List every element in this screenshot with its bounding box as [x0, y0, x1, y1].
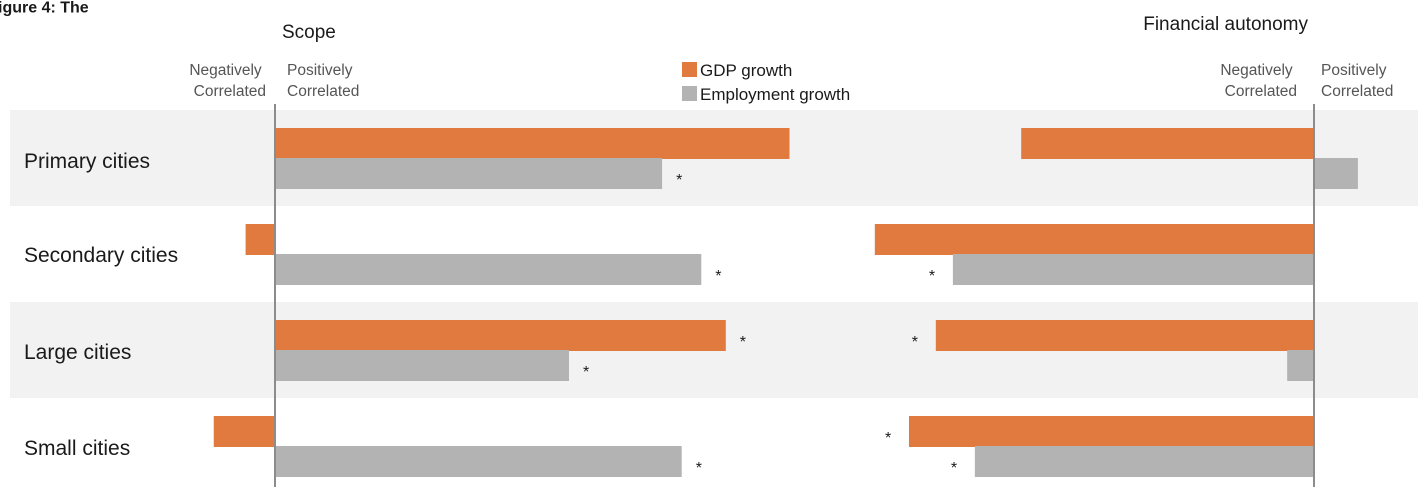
scope-positive-label-line1: Positively: [287, 62, 353, 79]
category-label-small-cities: Small cities: [24, 437, 130, 460]
scope-negative-label: Negatively Correlated: [189, 62, 266, 100]
financial-autonomy-positive-label-line1: Positively: [1321, 62, 1387, 79]
significance-marker-scope-gdp-growth-large-cities: *: [740, 334, 746, 351]
legend-label-employment-growth: Employment growth: [700, 85, 850, 104]
bar-scope-gdp-growth-large-cities: [275, 320, 726, 351]
category-label-large-cities: Large cities: [24, 341, 131, 364]
title-fragment: igure 4: The: [0, 0, 89, 16]
significance-marker-scope-employment-growth-small-cities: *: [696, 460, 702, 477]
bar-scope-employment-growth-primary-cities: [275, 158, 663, 189]
category-label-secondary-cities: Secondary cities: [24, 244, 178, 267]
financial-autonomy-negative-label-line2: Correlated: [1225, 83, 1297, 100]
scope-positive-label: Positively Correlated: [287, 62, 359, 100]
scope-positive-label-line2: Correlated: [287, 83, 359, 100]
bar-financial-autonomy-employment-growth-primary-cities: [1314, 158, 1358, 189]
significance-marker-financial-autonomy-gdp-growth-small-cities: *: [885, 430, 891, 447]
bar-scope-gdp-growth-small-cities: [213, 416, 275, 447]
legend-swatch-employment-growth: [682, 86, 697, 101]
bar-scope-gdp-growth-secondary-cities: [245, 224, 275, 255]
significance-marker-financial-autonomy-employment-growth-small-cities: *: [951, 460, 957, 477]
bar-scope-gdp-growth-primary-cities: [275, 128, 790, 159]
bar-financial-autonomy-gdp-growth-secondary-cities: [874, 224, 1314, 255]
financial-autonomy-positive-label-line2: Correlated: [1321, 83, 1393, 100]
significance-marker-scope-employment-growth-primary-cities: *: [676, 172, 682, 189]
legend-label-gdp-growth: GDP growth: [700, 61, 792, 80]
bar-scope-employment-growth-small-cities: [275, 446, 682, 477]
financial-autonomy-negative-label-line1: Negatively: [1220, 62, 1293, 79]
bar-financial-autonomy-gdp-growth-small-cities: [908, 416, 1314, 447]
scope-panel-title: Scope: [282, 22, 336, 43]
legend-swatch-gdp-growth: [682, 62, 697, 77]
category-labels: Primary cities Secondary cities Large ci…: [24, 150, 178, 460]
significance-marker-financial-autonomy-employment-growth-secondary-cities: *: [929, 268, 935, 285]
scope-negative-label-line2: Correlated: [194, 83, 266, 100]
significance-marker-financial-autonomy-gdp-growth-large-cities: *: [912, 334, 918, 351]
bar-financial-autonomy-employment-growth-large-cities: [1287, 350, 1314, 381]
financial-autonomy-negative-label: Negatively Correlated: [1220, 62, 1297, 100]
significance-marker-scope-employment-growth-secondary-cities: *: [715, 268, 721, 285]
financial-autonomy-positive-label: Positively Correlated: [1321, 62, 1393, 100]
bar-financial-autonomy-employment-growth-small-cities: [974, 446, 1314, 477]
scope-negative-label-line1: Negatively: [189, 62, 262, 79]
zero-axes: [274, 104, 1315, 487]
category-label-primary-cities: Primary cities: [24, 150, 150, 173]
bars: * * * * * * * * *: [213, 128, 1358, 477]
bar-financial-autonomy-gdp-growth-large-cities: [935, 320, 1314, 351]
financial-autonomy-panel-title: Financial autonomy: [1143, 14, 1308, 35]
bar-financial-autonomy-employment-growth-secondary-cities: [952, 254, 1314, 285]
legend: GDP growth Employment growth: [682, 61, 850, 104]
bar-scope-employment-growth-large-cities: [275, 350, 569, 381]
bar-financial-autonomy-gdp-growth-primary-cities: [1021, 128, 1314, 159]
bar-scope-employment-growth-secondary-cities: [275, 254, 702, 285]
significance-marker-scope-employment-growth-large-cities: *: [583, 364, 589, 381]
